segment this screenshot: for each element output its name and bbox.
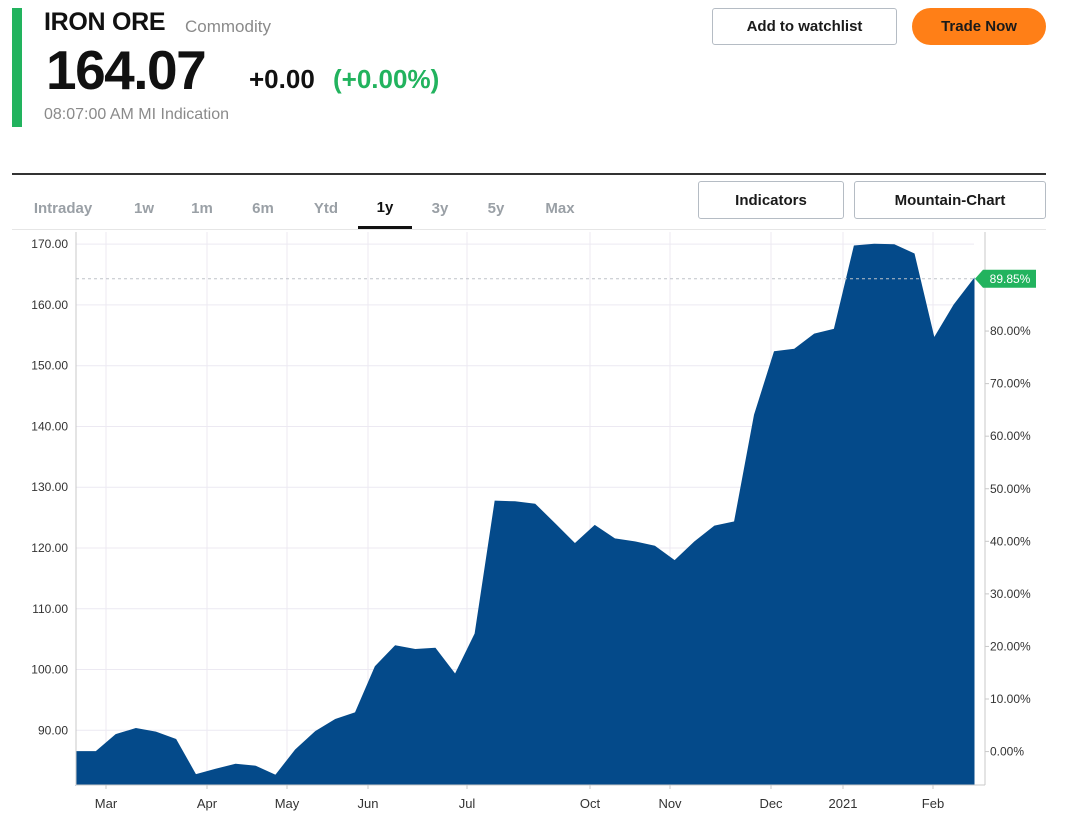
y-tick-label: 110.00 xyxy=(32,602,68,616)
last-price: 164.07 xyxy=(46,39,207,101)
tab-1m[interactable]: 1m xyxy=(191,199,213,217)
x-tick-label: Apr xyxy=(197,796,218,811)
accent-bar xyxy=(12,8,22,127)
x-tick-label: 2021 xyxy=(829,796,858,811)
price-change: +0.00 xyxy=(249,64,315,94)
price-change-percent: (+0.00%) xyxy=(333,64,440,94)
quote-timestamp: 08:07:00 AM MI Indication xyxy=(44,106,229,123)
tab-1w[interactable]: 1w xyxy=(133,199,154,217)
y-tick-label: 100.00 xyxy=(31,663,68,677)
add-to-watchlist-button[interactable]: Add to watchlist xyxy=(712,8,897,45)
indicators-button[interactable]: Indicators xyxy=(698,181,844,219)
asset-type-label: Commodity xyxy=(185,17,271,36)
y-tick-label: 120.00 xyxy=(31,541,68,555)
tabs-underline xyxy=(12,229,1046,230)
y-tick-label: 140.00 xyxy=(31,419,68,433)
y-tick-label: 150.00 xyxy=(31,359,68,373)
tab-max[interactable]: Max xyxy=(545,199,575,217)
tab-1y[interactable]: 1y xyxy=(358,188,412,229)
tab-intraday[interactable]: Intraday xyxy=(33,199,93,217)
x-tick-label: Feb xyxy=(922,796,944,811)
price-chart[interactable]: 90.00 100.00 110.00 120.00 130.00 140.00 150.0… xyxy=(0,232,1080,820)
current-value-badge xyxy=(975,269,1036,288)
right-axis-label: 70.00% xyxy=(990,377,1031,391)
y-tick-label: 90.00 xyxy=(38,723,68,737)
tab-3y[interactable]: 3y xyxy=(431,199,449,217)
x-tick-label: Oct xyxy=(580,796,601,811)
trade-now-button[interactable]: Trade Now xyxy=(912,8,1046,45)
x-tick-label: Jul xyxy=(459,796,476,811)
current-value-badge-label: 89.85% xyxy=(990,272,1031,286)
x-tick-label: Nov xyxy=(658,796,682,811)
x-tick-label: May xyxy=(275,796,300,811)
right-axis-label: 40.00% xyxy=(990,534,1031,548)
header-divider xyxy=(12,173,1046,175)
right-axis-label: 50.00% xyxy=(990,482,1031,496)
right-axis-label: 30.00% xyxy=(990,587,1031,601)
price-area xyxy=(75,243,975,786)
right-axis-label: 10.00% xyxy=(990,692,1031,706)
tab-ytd[interactable]: Ytd xyxy=(313,199,339,217)
y-tick-label: 130.00 xyxy=(31,480,68,494)
right-axis-label: 60.00% xyxy=(990,429,1031,443)
right-axis-label: 20.00% xyxy=(990,639,1031,653)
right-axis-label: 80.00% xyxy=(990,324,1031,338)
x-tick-label: Mar xyxy=(95,796,118,811)
chart-type-button[interactable]: Mountain-Chart xyxy=(854,181,1046,219)
instrument-title: IRON ORE xyxy=(44,8,166,36)
right-axis-label: 0.00% xyxy=(990,745,1024,759)
x-tick-label: Jun xyxy=(358,796,379,811)
y-tick-label: 170.00 xyxy=(31,237,68,251)
tab-5y[interactable]: 5y xyxy=(487,199,505,217)
tab-6m[interactable]: 6m xyxy=(252,199,274,217)
x-tick-label: Dec xyxy=(759,796,783,811)
y-tick-label: 160.00 xyxy=(31,298,68,312)
